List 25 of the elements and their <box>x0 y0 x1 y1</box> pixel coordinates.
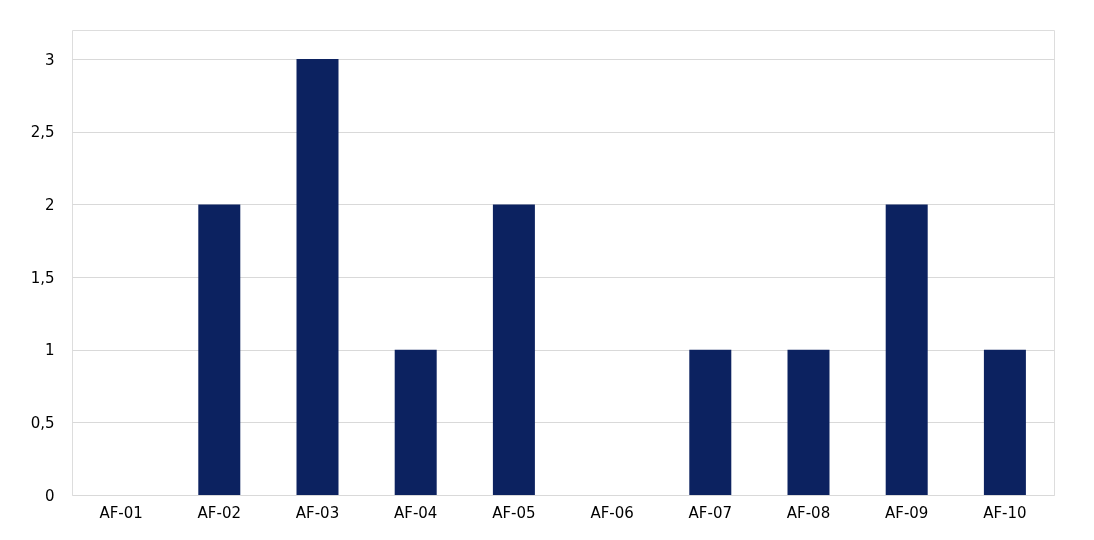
x-tick-label: AF-02 <box>197 503 241 522</box>
x-tick-label: AF-07 <box>688 503 732 522</box>
x-tick-label: AF-03 <box>295 503 340 522</box>
bar <box>787 349 830 495</box>
y-tick-label: 2,5 <box>30 123 55 142</box>
bar <box>689 349 732 495</box>
y-tick-label: 0,5 <box>30 413 55 432</box>
y-tick-label: 1 <box>44 341 55 360</box>
bar <box>885 204 928 495</box>
bar <box>198 204 241 495</box>
bar <box>296 59 339 495</box>
x-tick-label: AF-08 <box>786 503 831 522</box>
y-tick-label: 1,5 <box>30 268 55 287</box>
bar <box>492 204 535 495</box>
x-tick-label: AF-04 <box>394 503 438 522</box>
bar <box>983 349 1026 495</box>
bar <box>394 349 437 495</box>
x-tick-label: AF-01 <box>99 503 143 522</box>
x-tick-label: AF-09 <box>885 503 929 522</box>
x-tick-label: AF-06 <box>590 503 634 522</box>
y-tick-label: 3 <box>44 50 55 69</box>
y-tick-label: 0 <box>44 486 55 505</box>
x-tick-label: AF-05 <box>492 503 536 522</box>
y-tick-label: 2 <box>44 195 55 214</box>
x-tick-label: AF-10 <box>983 503 1027 522</box>
